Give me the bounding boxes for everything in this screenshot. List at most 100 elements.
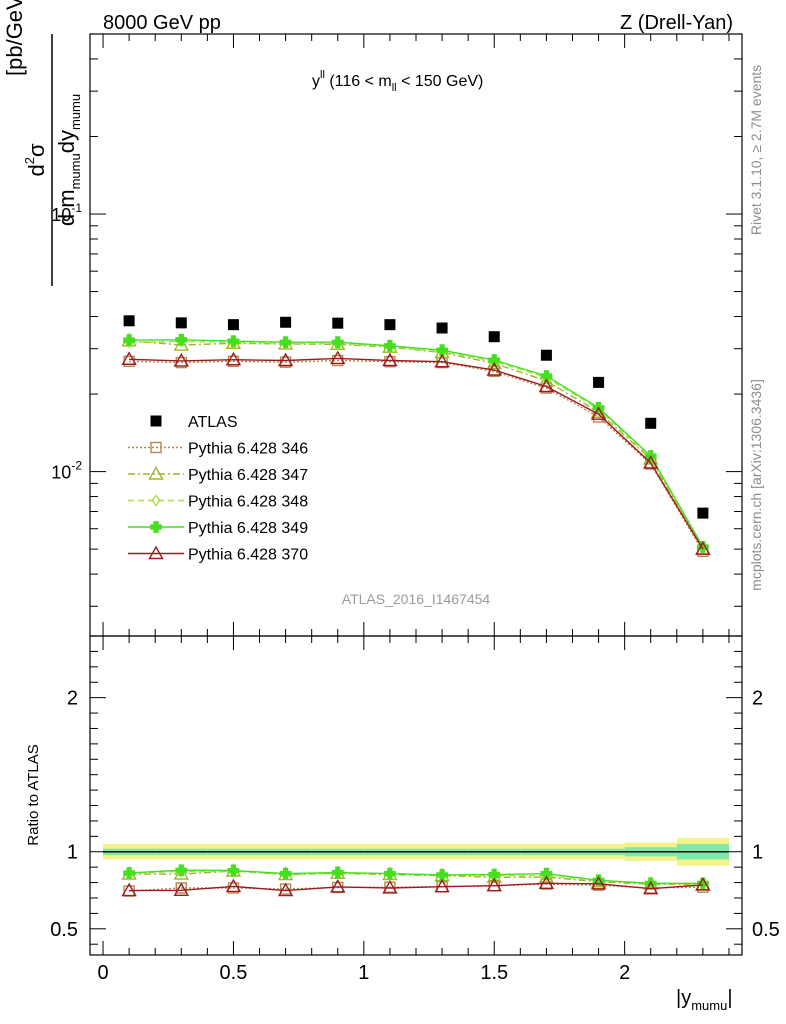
title-sup: ll (320, 69, 325, 81)
series-line (129, 870, 703, 886)
legend-marker (148, 466, 164, 480)
legend-marker (148, 545, 164, 560)
y-tick-label-right: 1 (752, 842, 763, 864)
data-point (384, 319, 396, 331)
y-tick-label: 0.5 (50, 919, 78, 941)
ratio-panel: 0 0.5 1 1.5 2 0.5 0.5 1 1 2 2 (50, 34, 780, 984)
data-point (279, 336, 292, 349)
x-tick-label: 1.5 (480, 962, 508, 984)
data-point (488, 868, 501, 881)
y-tick-label: 2 (67, 688, 78, 710)
svg-text:d mmumudymumu: d mmumudymumu (54, 94, 83, 226)
legend-label: Pythia 6.428 370 (188, 547, 308, 564)
data-point (538, 378, 555, 393)
x-tick-label: 0 (97, 962, 108, 984)
data-point (696, 541, 709, 553)
data-point (593, 376, 605, 388)
x-tick-label: 2 (619, 962, 630, 984)
data-point (227, 319, 239, 331)
data-point (121, 882, 137, 897)
data-point (121, 351, 137, 365)
legend-label: Pythia 6.428 349 (188, 520, 308, 537)
data-point (695, 876, 711, 891)
main-panel: 10-1 10-2 (51, 33, 743, 637)
mcplots-label: mcplots.cern.ch [arXiv:1306.3436] (748, 379, 764, 591)
series-line (129, 869, 703, 884)
legend-marker (150, 415, 162, 427)
data-point (540, 370, 553, 382)
legend-marker (150, 441, 162, 454)
main-ylabel: d2σ d mmumudymumu [pb/GeV] (2, 0, 83, 286)
data-point (382, 880, 398, 894)
x-tick-label: 0.5 (220, 962, 248, 984)
legend: ATLAS Pythia 6.428 346 Pythia 6.428 347 Pyt… (128, 414, 308, 564)
data-point (590, 875, 607, 890)
data-point (123, 315, 135, 327)
data-point (123, 867, 136, 879)
data-point (436, 868, 448, 881)
data-point (384, 339, 396, 352)
data-point (382, 352, 398, 367)
y-tick-label: 10-1 (51, 201, 82, 225)
data-point (540, 349, 552, 361)
data-point (175, 333, 188, 346)
legend-label: Pythia 6.428 348 (188, 494, 308, 511)
legend-label: Pythia 6.428 347 (188, 467, 308, 484)
ratio-frame (89, 635, 743, 956)
data-point (225, 878, 242, 893)
series-line (129, 359, 704, 552)
legend-marker (151, 494, 161, 507)
legend-marker (150, 521, 162, 533)
series-line (129, 340, 704, 550)
data-point (225, 351, 242, 366)
x-axis-label: |ymumu| (676, 987, 733, 1013)
data-point (279, 867, 292, 880)
data-point (643, 880, 659, 895)
data-point (173, 882, 189, 896)
data-point (277, 882, 294, 897)
data-point (173, 337, 189, 351)
data-point (486, 877, 502, 892)
title-sub: ll (392, 82, 397, 94)
series-line (129, 882, 703, 892)
data-point (331, 336, 344, 349)
series-line (129, 357, 704, 550)
data-point (332, 317, 344, 329)
data-point (488, 331, 500, 343)
y-tick-label: 1 (67, 842, 78, 864)
data-point (330, 878, 346, 893)
y-tick-label-right: 0.5 (752, 919, 780, 941)
watermark: ATLAS_2016_I1467454 (342, 591, 491, 607)
data-point (123, 334, 136, 347)
data-point (643, 455, 659, 469)
rivet-label: Rivet 3.1.10, ≥ 2.7M events (748, 65, 764, 235)
svg-text:d2σ: d2σ (22, 143, 49, 176)
data-point (486, 362, 502, 376)
data-point (175, 864, 188, 877)
data-point (173, 352, 189, 367)
data-point (227, 864, 240, 877)
y-tick-label: 10-2 (51, 459, 82, 483)
data-point (331, 866, 344, 879)
data-point (280, 316, 292, 328)
data-point (592, 874, 605, 887)
data-point (538, 875, 555, 890)
x-tick-label: 1 (358, 962, 369, 984)
series-line (129, 339, 704, 548)
legend-label: Pythia 6.428 346 (188, 441, 308, 458)
data-point (434, 878, 450, 893)
header-right: Z (Drell-Yan) (620, 12, 733, 34)
series-line (129, 870, 703, 885)
ratio-ylabel: Ratio to ATLAS (25, 744, 42, 845)
data-point (436, 322, 448, 334)
header-left: 8000 GeV pp (103, 12, 221, 34)
data-point (384, 867, 396, 880)
legend-label: ATLAS (188, 414, 238, 431)
data-point (175, 317, 187, 329)
main-title: yll (116 < mll < 150 GeV) (312, 69, 483, 94)
data-point (697, 507, 709, 519)
data-point (434, 353, 450, 368)
y-tick-label-right: 2 (752, 688, 763, 710)
data-point (488, 354, 501, 366)
